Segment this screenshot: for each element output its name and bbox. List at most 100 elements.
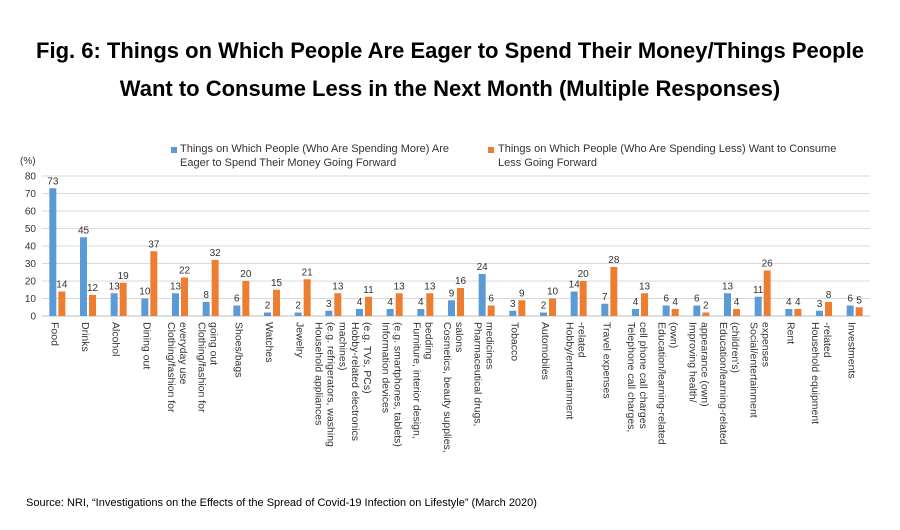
x-tick-label-line: appearance (own)	[698, 322, 710, 407]
bar-series-1	[80, 237, 87, 316]
bar-series-2	[763, 270, 771, 316]
bar-series-1	[540, 312, 547, 316]
x-tick-label-line: Alcohol	[110, 322, 122, 356]
x-tick-label-line: Cosmetics, beauty supplies,	[441, 322, 453, 453]
x-tick-label-line: Food	[48, 322, 60, 346]
legend-label-series-1: Things on Which People (Who Are Spending…	[180, 142, 480, 170]
x-tick-label: Clothing/fashion for going out	[196, 322, 220, 413]
bar-series-1	[202, 302, 210, 316]
data-label-series-2: 4	[672, 297, 678, 308]
x-tick-label-line: -related	[821, 322, 833, 358]
data-label-series-2: 12	[87, 283, 99, 294]
bar-series-2	[610, 267, 618, 316]
data-label-series-1: 3	[510, 299, 516, 310]
x-tick-label-line: expenses	[760, 322, 772, 367]
data-label-series-2: 22	[179, 266, 191, 277]
bar-series-2	[671, 309, 679, 316]
bar-series-2	[242, 281, 250, 316]
bar-series-1	[356, 309, 363, 316]
data-label-series-1: 4	[786, 297, 792, 308]
x-tick-label-line: Dining out	[140, 322, 152, 369]
bar-series-1	[785, 309, 793, 316]
x-tick-label-line: (children's)	[729, 322, 741, 373]
x-tick-label: Furniture, interior design, bedding	[410, 322, 434, 439]
data-label-series-1: 6	[694, 294, 700, 305]
data-label-series-2: 4	[734, 297, 740, 308]
bar-series-2	[487, 305, 495, 316]
data-label-series-1: 13	[170, 281, 182, 292]
x-tick-label: Social/entertainment expenses	[748, 322, 772, 418]
x-tick-label-line: (e.g. TVs, PCs)	[361, 322, 373, 394]
x-tick-label-line: Travel expenses	[600, 322, 612, 399]
x-tick-label: Information devices (e.g. smartphones, ta…	[380, 322, 404, 447]
bar-series-2	[181, 277, 188, 316]
y-tick-label: 30	[25, 259, 37, 270]
x-tick-label-line: Education/learning-related	[656, 322, 668, 445]
x-tick-label: Watches	[263, 322, 275, 362]
bar-series-2	[733, 309, 740, 316]
x-tick-label-line: Hobby/entertainment	[564, 322, 576, 420]
x-tick-label-line: Telephone call charges,	[625, 322, 637, 432]
x-tick-label-line: bedding	[422, 322, 434, 360]
x-tick-label-line: Social/entertainment	[748, 322, 760, 418]
legend-label-series-2-line-1: Things on Which People (Who Are Spending…	[498, 143, 837, 155]
x-tick-label: Household appliances (e.g. refrigerators,…	[312, 322, 348, 447]
bar-series-1	[325, 310, 333, 316]
data-label-series-2: 13	[639, 281, 651, 292]
data-label-series-2: 5	[856, 295, 862, 306]
x-tick-label: Education/learning-related (children's)	[717, 322, 741, 445]
bar-series-2	[426, 293, 434, 316]
data-label-series-1: 6	[847, 294, 853, 305]
x-tick-label-line: Household appliances	[312, 322, 324, 425]
data-label-series-2: 15	[271, 278, 283, 289]
y-tick-label: 0	[30, 312, 36, 323]
bar-series-2	[58, 291, 66, 316]
bar-series-2	[334, 293, 342, 316]
bar-series-1	[233, 305, 241, 316]
x-tick-label: Household equipment -related	[809, 322, 833, 424]
bar-series-2	[825, 302, 832, 316]
data-label-series-2: 21	[302, 267, 314, 278]
x-tick-label: Pharmaceutical drugs, medicines	[472, 322, 496, 426]
data-label-series-1: 24	[477, 262, 489, 273]
source-note: Source: NRI, “Investigations on the Effe…	[26, 497, 537, 509]
x-tick-label: Food	[48, 322, 60, 346]
legend-swatch-series-2	[488, 147, 494, 153]
chart-title-line-2: Want to Consume Less in the Next Month (…	[119, 76, 781, 101]
data-label-series-1: 4	[418, 297, 424, 308]
x-tick-label: Shoes/bags	[232, 322, 244, 377]
x-tick-label-line: Improving health/	[686, 322, 698, 403]
x-tick-label: Travel expenses	[600, 322, 612, 399]
bar-series-1	[754, 296, 762, 316]
data-label-series-1: 11	[753, 285, 764, 296]
data-label-series-2: 37	[148, 239, 160, 250]
legend-swatch-series-1	[171, 147, 177, 153]
bar-series-2	[855, 307, 863, 316]
data-label-series-2: 28	[608, 255, 620, 266]
x-tick-label-line: (e.g. smartphones, tablets)	[392, 322, 404, 447]
bar-series-1	[294, 312, 302, 316]
data-label-series-1: 9	[449, 288, 455, 299]
x-tick-label: Alcohol	[110, 322, 122, 356]
x-tick-label: Automobiles	[539, 322, 551, 380]
x-tick-label: Tobacco	[508, 322, 520, 361]
bar-series-2	[518, 300, 526, 316]
bar-series-1	[632, 309, 639, 316]
data-label-series-2: 26	[762, 259, 774, 270]
x-tick-label: Hobby/entertainment -related	[564, 322, 588, 420]
x-tick-label-line: Information devices	[380, 322, 392, 413]
data-label-series-2: 4	[795, 297, 801, 308]
legend-label-series-1-line-2: Eager to Spend Their Money Going Forward	[180, 157, 397, 169]
data-label-series-1: 10	[139, 287, 151, 298]
data-label-series-2: 13	[332, 281, 344, 292]
data-label-series-1: 45	[78, 225, 90, 236]
x-tick-label-line: medicines	[484, 322, 496, 369]
data-label-series-1: 4	[387, 297, 393, 308]
x-tick-label: Rent	[784, 322, 796, 344]
x-tick-label: Clothing/fashion for everyday use	[165, 322, 189, 413]
x-tick-label-line: (own)	[668, 322, 680, 348]
data-label-series-1: 3	[326, 299, 332, 310]
bar-series-2	[794, 309, 802, 316]
bar-series-1	[662, 305, 670, 316]
